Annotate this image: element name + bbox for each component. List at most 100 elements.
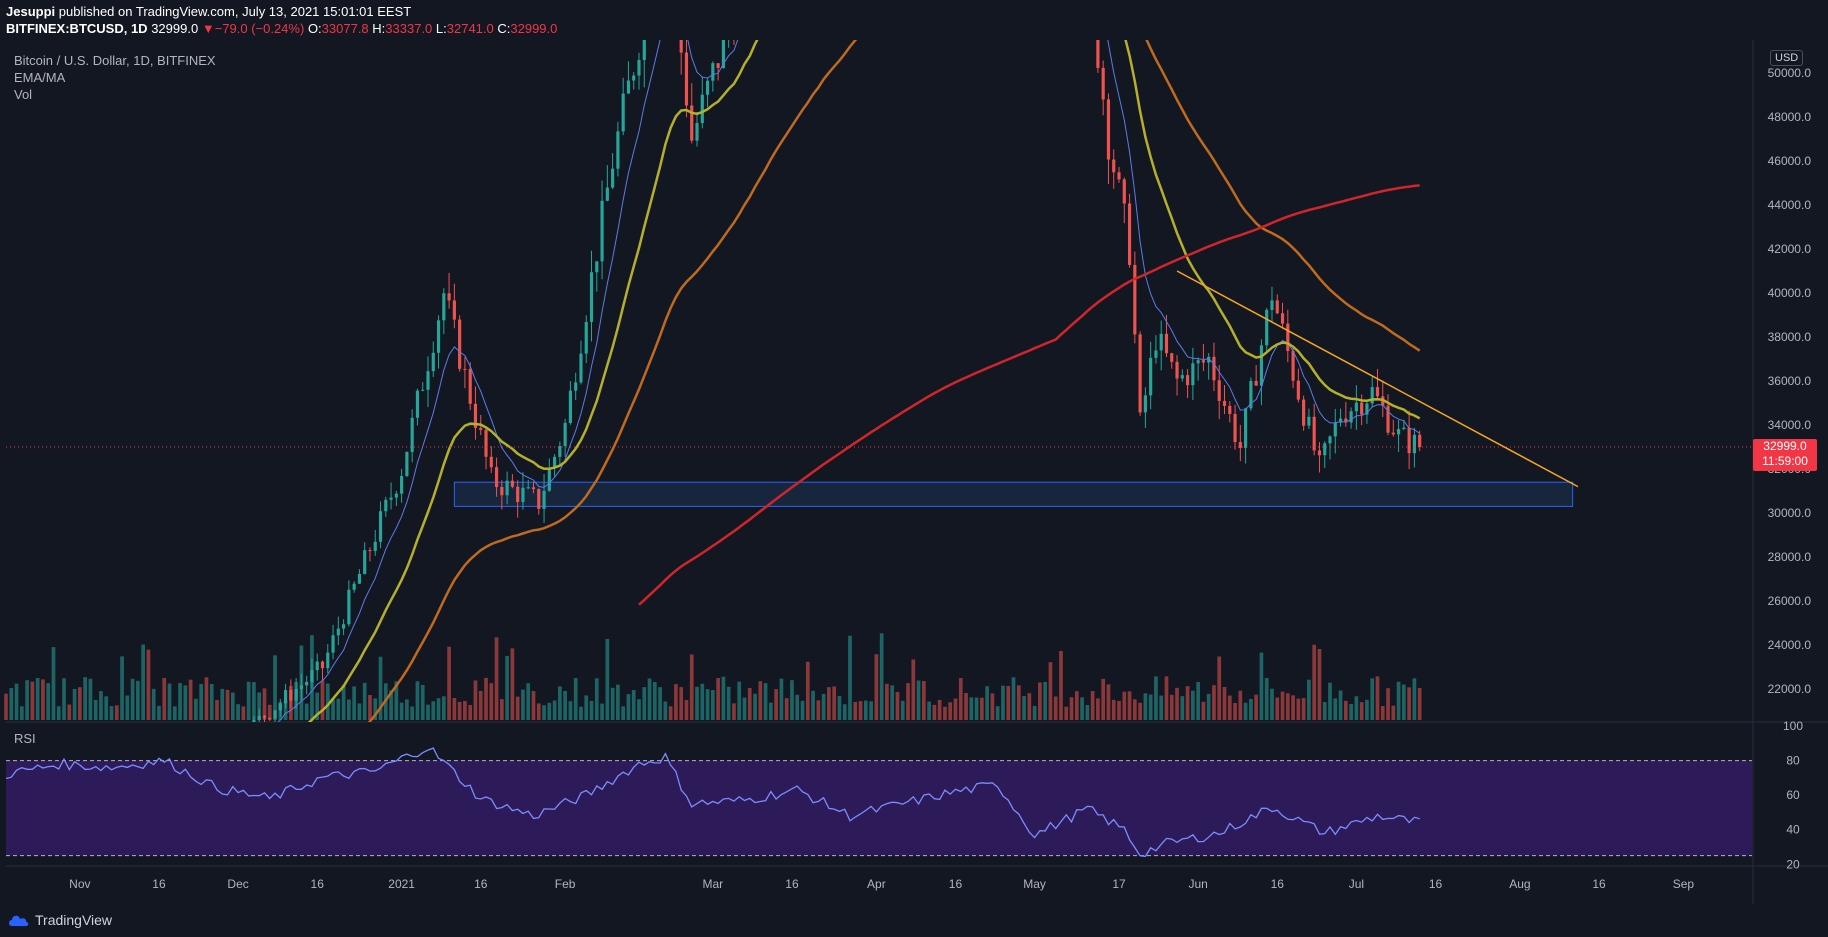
volume-bar bbox=[373, 698, 378, 720]
volume-bar bbox=[626, 694, 631, 720]
x-tick-label: 16 bbox=[1592, 877, 1606, 891]
volume-bar bbox=[1143, 693, 1148, 720]
volume-bar bbox=[1291, 695, 1295, 720]
volume-bar bbox=[800, 700, 805, 720]
volume-bar bbox=[1048, 662, 1053, 720]
candle-body bbox=[695, 123, 699, 141]
x-tick-label: Nov bbox=[69, 877, 90, 891]
candle-body bbox=[1333, 422, 1337, 437]
volume-bar bbox=[916, 680, 921, 720]
volume-bar bbox=[579, 706, 583, 720]
volume-bar bbox=[658, 687, 662, 720]
volume-bar bbox=[1354, 696, 1359, 720]
volume-bar bbox=[1164, 676, 1169, 720]
volume-bar bbox=[879, 633, 884, 720]
candle-body bbox=[1375, 387, 1380, 397]
volume-bar bbox=[399, 702, 404, 720]
volume-bar bbox=[104, 696, 109, 720]
candle-body bbox=[1096, 40, 1100, 68]
candle-body bbox=[574, 382, 578, 391]
candle-body bbox=[1402, 427, 1406, 430]
price-chart[interactable]: 22000.024000.026000.028000.030000.032000… bbox=[0, 0, 1828, 904]
volume-bar bbox=[489, 683, 494, 720]
volume-bar bbox=[1106, 684, 1111, 720]
candle-body bbox=[637, 60, 641, 76]
volume-bar bbox=[494, 637, 499, 720]
volume-bar bbox=[716, 678, 720, 720]
candle-body bbox=[510, 480, 514, 487]
price-tick-label: 48000.0 bbox=[1768, 110, 1812, 124]
candle-body bbox=[595, 261, 599, 273]
candle-body bbox=[294, 689, 298, 701]
volume-bar bbox=[953, 698, 958, 720]
tradingview-logo[interactable]: TradingView bbox=[8, 912, 112, 928]
candle-body bbox=[237, 735, 240, 748]
candle-body bbox=[257, 715, 261, 720]
volume-bar bbox=[700, 683, 705, 720]
volume-bar bbox=[1038, 682, 1042, 720]
volume-bar bbox=[320, 680, 325, 720]
candle-body bbox=[473, 403, 478, 428]
volume-bar bbox=[832, 686, 837, 720]
legend-title[interactable]: Bitcoin / U.S. Dollar, 1D, BITFINEX bbox=[14, 53, 216, 68]
ema-55-line bbox=[367, 40, 1421, 722]
volume-bar bbox=[1328, 682, 1332, 720]
volume-bar bbox=[584, 695, 589, 720]
legend-volume[interactable]: Vol bbox=[14, 87, 33, 102]
x-tick-label: 2021 bbox=[388, 877, 415, 891]
candle-body bbox=[711, 63, 715, 81]
candle-body bbox=[1222, 400, 1227, 406]
ema-fast-line bbox=[277, 40, 1420, 722]
candle-body bbox=[47, 891, 50, 896]
volume-bar bbox=[1343, 700, 1348, 720]
candle-body bbox=[1180, 375, 1184, 379]
volume-bar bbox=[1043, 681, 1048, 720]
candle-body bbox=[31, 902, 34, 903]
candle-body bbox=[1291, 350, 1295, 381]
volume-bar bbox=[1201, 701, 1206, 720]
candle-body bbox=[1323, 443, 1327, 456]
candle-body bbox=[1112, 159, 1116, 173]
rsi-tick-label: 40 bbox=[1786, 823, 1800, 837]
candle-body bbox=[1228, 405, 1232, 414]
candle-body bbox=[611, 168, 615, 188]
volume-bar bbox=[252, 682, 256, 720]
rsi-legend[interactable]: RSI bbox=[14, 731, 36, 746]
volume-bar bbox=[911, 659, 916, 720]
ohlc-line: BITFINEX:BTCUSD, 1D 32999.0 ▼−79.0 (−0.2… bbox=[6, 21, 557, 36]
currency-label[interactable]: USD bbox=[1770, 50, 1804, 66]
volume-bar bbox=[1180, 696, 1185, 720]
volume-bar bbox=[521, 689, 525, 720]
volume-bar bbox=[347, 699, 351, 720]
price-tick-label: 28000.0 bbox=[1768, 550, 1812, 564]
volume-bar bbox=[378, 656, 383, 720]
x-tick-label: Feb bbox=[555, 877, 576, 891]
rsi-line bbox=[5, 747, 1420, 858]
volume-bar bbox=[1185, 686, 1190, 720]
rsi-tick-label: 20 bbox=[1786, 857, 1800, 871]
volume-bar bbox=[679, 687, 684, 720]
candle-body bbox=[273, 710, 277, 719]
volume-bar bbox=[484, 677, 488, 720]
candle-body bbox=[268, 717, 272, 719]
candle-body bbox=[1175, 361, 1179, 379]
volume-bar bbox=[225, 689, 230, 720]
candle-body bbox=[1365, 403, 1369, 415]
candle-body bbox=[1280, 313, 1285, 324]
legend-ema-ma[interactable]: EMA/MA bbox=[14, 70, 66, 85]
publisher-name[interactable]: Jesuppi bbox=[6, 4, 56, 19]
candle-body bbox=[410, 417, 414, 452]
price-tick-label: 36000.0 bbox=[1768, 374, 1812, 388]
close-label: C: bbox=[497, 21, 511, 36]
volume-bar bbox=[932, 704, 937, 720]
price-tick-label: 24000.0 bbox=[1768, 638, 1812, 652]
candle-body bbox=[1312, 416, 1316, 451]
volume-bar bbox=[1212, 685, 1216, 720]
volume-bar bbox=[505, 655, 509, 720]
candle-body bbox=[1196, 360, 1200, 364]
volume-bar bbox=[72, 689, 77, 720]
volume-bar bbox=[99, 691, 103, 720]
volume-bar bbox=[1227, 695, 1232, 720]
volume-bar bbox=[146, 649, 151, 720]
x-tick-label: 17 bbox=[1112, 877, 1126, 891]
